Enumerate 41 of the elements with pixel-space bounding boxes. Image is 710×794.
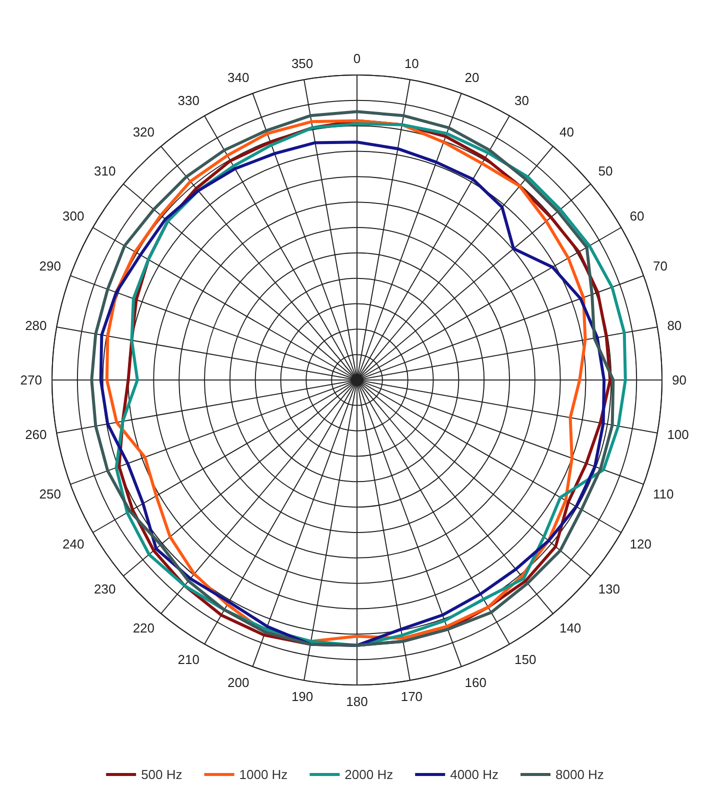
spoke-label: 20 <box>464 70 480 85</box>
spoke-label: 70 <box>653 258 668 274</box>
spoke-label: 250 <box>39 486 61 502</box>
spoke-label: 350 <box>291 56 314 71</box>
legend-label: 500 Hz <box>141 767 182 782</box>
spoke-label: 90 <box>672 372 686 388</box>
spoke-label: 120 <box>630 536 652 552</box>
spoke-label: 300 <box>62 208 84 224</box>
spoke-label: 270 <box>20 372 42 388</box>
spoke-label: 0 <box>353 51 361 66</box>
spoke-label: 220 <box>132 620 155 636</box>
spoke-label: 230 <box>94 581 116 596</box>
legend-label: 1000 Hz <box>239 767 288 782</box>
spoke-label: 170 <box>400 689 423 704</box>
spoke-label: 110 <box>653 486 674 502</box>
spoke-label: 150 <box>514 652 536 667</box>
spoke-label: 210 <box>178 652 200 667</box>
spoke-label: 290 <box>39 258 61 274</box>
legend-label: 4000 Hz <box>450 767 499 782</box>
spoke-label: 180 <box>346 694 368 709</box>
spoke-label: 10 <box>404 56 419 71</box>
spoke-label: 30 <box>514 93 529 108</box>
spoke-label: 240 <box>62 536 84 552</box>
spoke-label: 100 <box>667 427 689 442</box>
spoke-label: 320 <box>132 124 155 140</box>
spoke-label: 80 <box>667 318 682 333</box>
spoke-label: 280 <box>25 318 47 333</box>
spoke-label: 260 <box>25 427 47 442</box>
spoke-label: 330 <box>178 93 200 108</box>
legend-label: 2000 Hz <box>344 767 394 782</box>
spoke-label: 200 <box>228 675 250 690</box>
spoke-label: 140 <box>559 620 582 636</box>
spoke-label: 60 <box>630 208 644 224</box>
spoke-label: 160 <box>464 675 486 690</box>
spoke-label: 190 <box>291 689 314 704</box>
legend-label: 8000 Hz <box>556 767 604 782</box>
spoke-label: 340 <box>228 70 250 85</box>
spoke-label: 50 <box>598 164 613 179</box>
spoke-label: 310 <box>94 164 116 179</box>
spoke-label: 40 <box>559 124 574 140</box>
spoke-label: 130 <box>598 581 620 596</box>
